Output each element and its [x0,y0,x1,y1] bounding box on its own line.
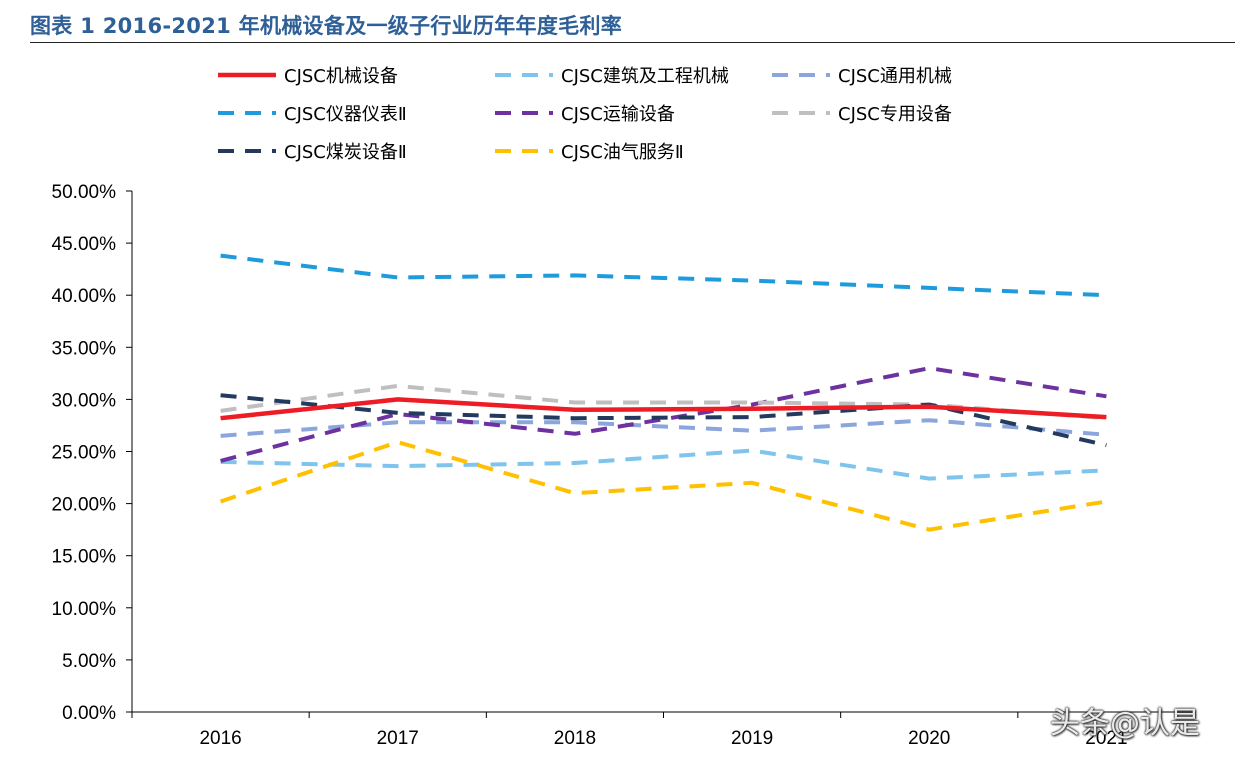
y-tick-label: 35.00% [52,338,117,359]
y-tick-label: 0.00% [62,703,116,724]
x-tick-label: 2017 [377,728,419,749]
y-tick-label: 45.00% [52,234,117,255]
legend-label-6: CJSC煤炭设备Ⅱ [284,142,407,163]
y-tick-label: 40.00% [52,286,117,307]
series-line-2 [220,418,1107,438]
x-tick-label: 2018 [554,728,596,749]
legend: CJSC机械设备 CJSC建筑及工程机械 CJSC通用机械 CJSC仪器仪表Ⅱ CJSC… [218,66,952,163]
series-line-4 [220,366,1107,463]
y-tick-label: 25.00% [52,443,117,464]
y-tick-label: 15.00% [52,547,117,568]
y-tick-label: 5.00% [62,651,116,672]
legend-label-7: CJSC油气服务Ⅱ [561,142,684,163]
series-line-7 [219,440,1107,532]
title-divider [30,42,1235,43]
legend-label-3: CJSC仪器仪表Ⅱ [284,104,407,125]
y-tick-label: 50.00% [52,182,117,203]
watermark: 头条@认是 [1050,706,1200,741]
axes: 0.00% 5.00% 10.00% 15.00% 20.00% 25.00% 30.00%… [52,182,1196,749]
series-line-6 [220,393,1107,448]
series-line-1 [220,448,1107,481]
series-lines [219,253,1107,532]
series-line-3 [220,253,1107,298]
y-tick-label: 10.00% [52,599,117,620]
x-tick-label: 2019 [731,728,773,749]
chart-title: 图表 1 2016-2021 年机械设备及一级子行业历年年度毛利率 [30,14,623,38]
x-tick-label: 2016 [199,728,241,749]
legend-label-1: CJSC建筑及工程机械 [561,66,729,87]
x-tick-label: 2020 [908,728,950,749]
legend-label-5: CJSC专用设备 [838,104,952,125]
y-tick-label: 20.00% [52,495,117,516]
x-tick-label: 2021 [1085,728,1127,749]
legend-label-0: CJSC机械设备 [284,66,398,87]
legend-label-4: CJSC运输设备 [561,104,675,125]
legend-label-2: CJSC通用机械 [838,66,952,87]
series-line-0 [220,397,1107,421]
y-tick-label: 30.00% [52,390,117,411]
